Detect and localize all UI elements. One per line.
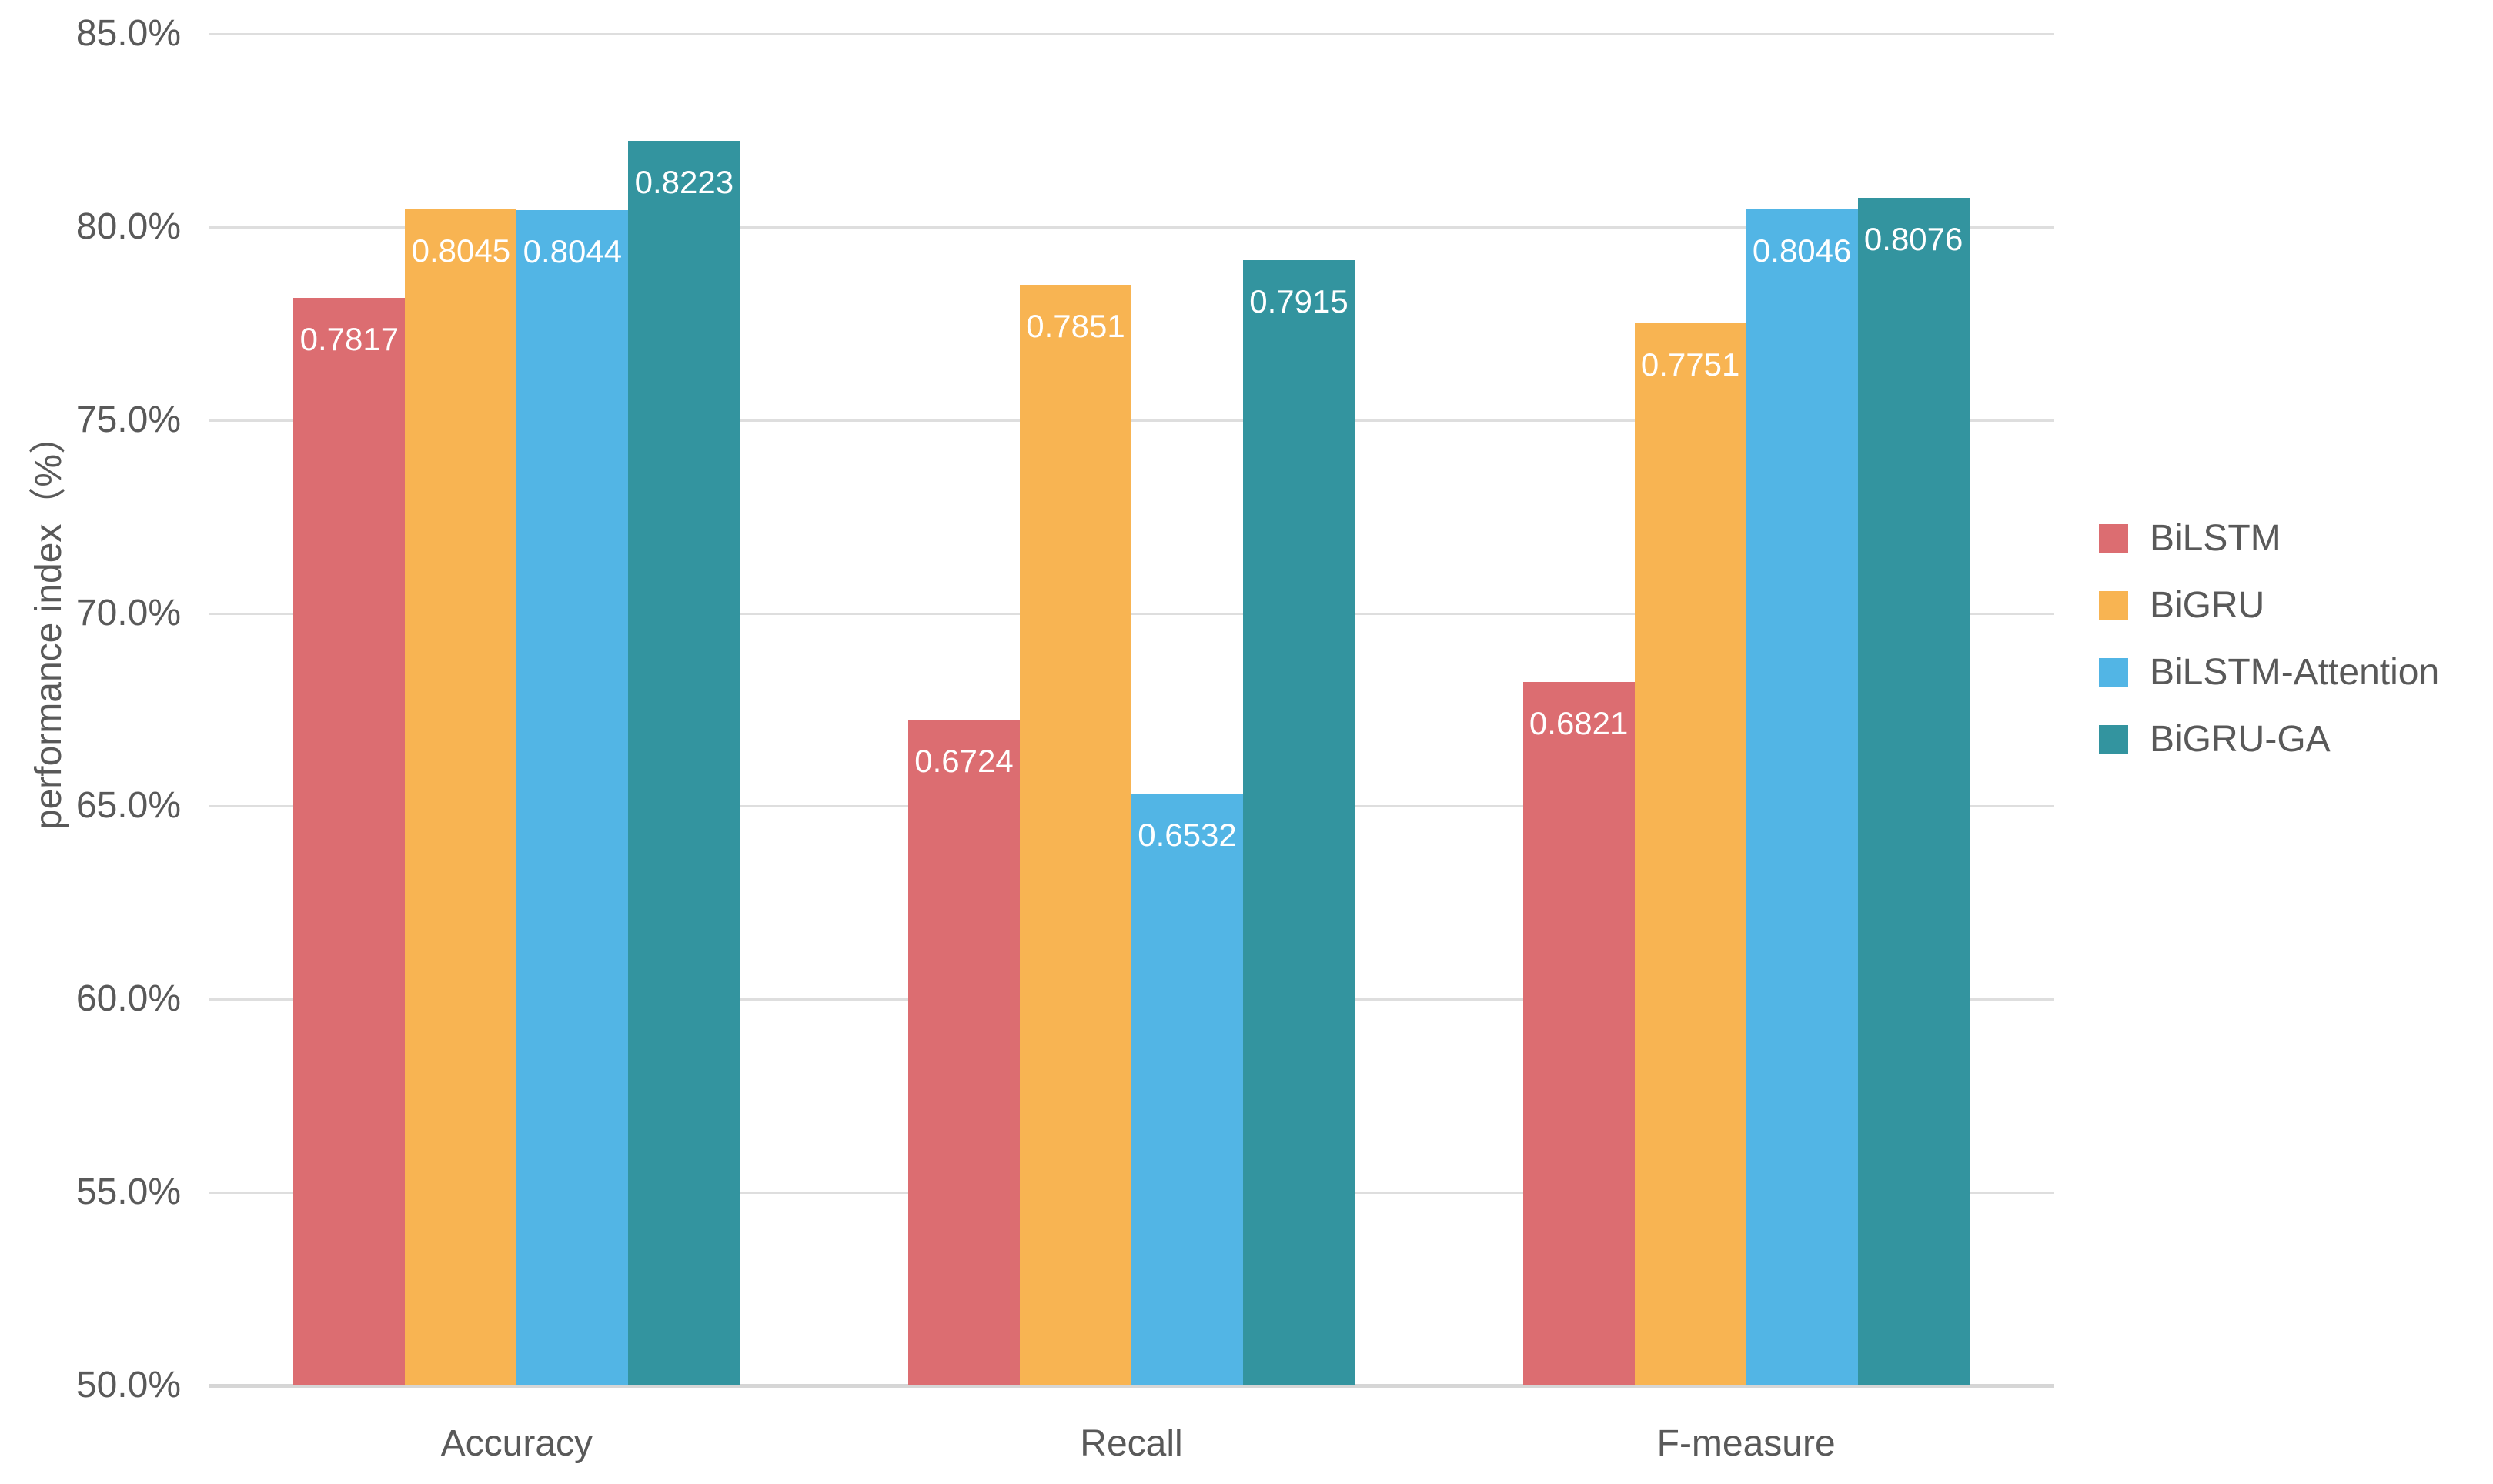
bar-value-label: 0.8045 <box>411 232 511 269</box>
bar-BiLSTM-Accuracy: 0.7817 <box>293 297 406 1385</box>
legend-label: BiLSTM-Attention <box>2150 652 2440 693</box>
legend-item-BiLSTM-Attention: BiLSTM-Attention <box>2099 652 2440 693</box>
bar-value-label: 0.8046 <box>1752 232 1852 269</box>
bar-value-label: 0.7915 <box>1249 282 1348 319</box>
bar-BiGRU-Accuracy: 0.8045 <box>405 209 517 1385</box>
y-tick-label: 80.0% <box>75 206 181 247</box>
bar-value-label: 0.6724 <box>914 743 1014 780</box>
x-category-label-F-measure: F-measure <box>1656 1423 1836 1464</box>
gridline-50 <box>209 1384 2054 1388</box>
bar-value-label: 0.7851 <box>1026 307 1125 344</box>
bar-BiLSTM-Attention-Recall: 0.6532 <box>1131 794 1243 1385</box>
y-tick-label: 60.0% <box>75 978 181 1020</box>
bar-BiLSTM-Recall: 0.6724 <box>908 720 1020 1385</box>
bar-BiGRU-GA-F-measure: 0.8076 <box>1857 197 1970 1385</box>
y-tick-label: 70.0% <box>75 592 181 633</box>
bar-value-label: 0.8044 <box>523 232 623 269</box>
bar-BiGRU-Recall: 0.7851 <box>1020 284 1131 1385</box>
y-tick-label: 50.0% <box>75 1365 181 1405</box>
bar-BiLSTM-F-measure: 0.6821 <box>1522 682 1635 1385</box>
bar-BiLSTM-Attention-Accuracy: 0.8044 <box>516 209 629 1385</box>
legend-label: BiLSTM <box>2150 518 2281 559</box>
y-tick-label: 85.0% <box>75 13 181 54</box>
y-tick-label: 75.0% <box>75 399 181 440</box>
bar-value-label: 0.6532 <box>1138 817 1237 854</box>
legend-label: BiGRU <box>2150 585 2265 626</box>
gridline-70 <box>209 612 2054 615</box>
legend-swatch-icon <box>2099 524 2128 553</box>
bar-BiLSTM-Attention-F-measure: 0.8046 <box>1746 209 1858 1385</box>
y-tick-label: 55.0% <box>75 1171 181 1213</box>
bar-value-label: 0.7751 <box>1640 346 1740 383</box>
x-category-label-Recall: Recall <box>1080 1423 1183 1464</box>
legend-swatch-icon <box>2099 591 2128 620</box>
gridline-75 <box>209 419 2054 422</box>
bar-BiGRU-F-measure: 0.7751 <box>1634 323 1746 1385</box>
legend-item-BiGRU: BiGRU <box>2099 585 2439 626</box>
bar-BiGRU-GA-Recall: 0.7915 <box>1243 259 1355 1385</box>
y-tick-label: 65.0% <box>75 785 181 827</box>
legend-item-BiGRU-GA: BiGRU-GA <box>2099 719 2439 760</box>
legend-swatch-icon <box>2099 658 2128 687</box>
legend-item-BiLSTM: BiLSTM <box>2099 518 2439 559</box>
gridline-85 <box>209 33 2054 35</box>
x-category-label-Accuracy: Accuracy <box>440 1423 593 1464</box>
bar-value-label: 0.7817 <box>299 320 399 357</box>
legend-label: BiGRU-GA <box>2150 719 2331 760</box>
bar-value-label: 0.8223 <box>634 163 734 200</box>
bar-BiGRU-GA-Accuracy: 0.8223 <box>628 140 740 1385</box>
legend: BiLSTM BiGRU BiLSTM-Attention BiGRU-GA <box>2099 518 2440 760</box>
legend-swatch-icon <box>2099 725 2128 754</box>
bar-value-label: 0.8076 <box>1863 220 1963 257</box>
gridline-80 <box>209 226 2054 229</box>
bar-value-label: 0.6821 <box>1529 705 1629 742</box>
